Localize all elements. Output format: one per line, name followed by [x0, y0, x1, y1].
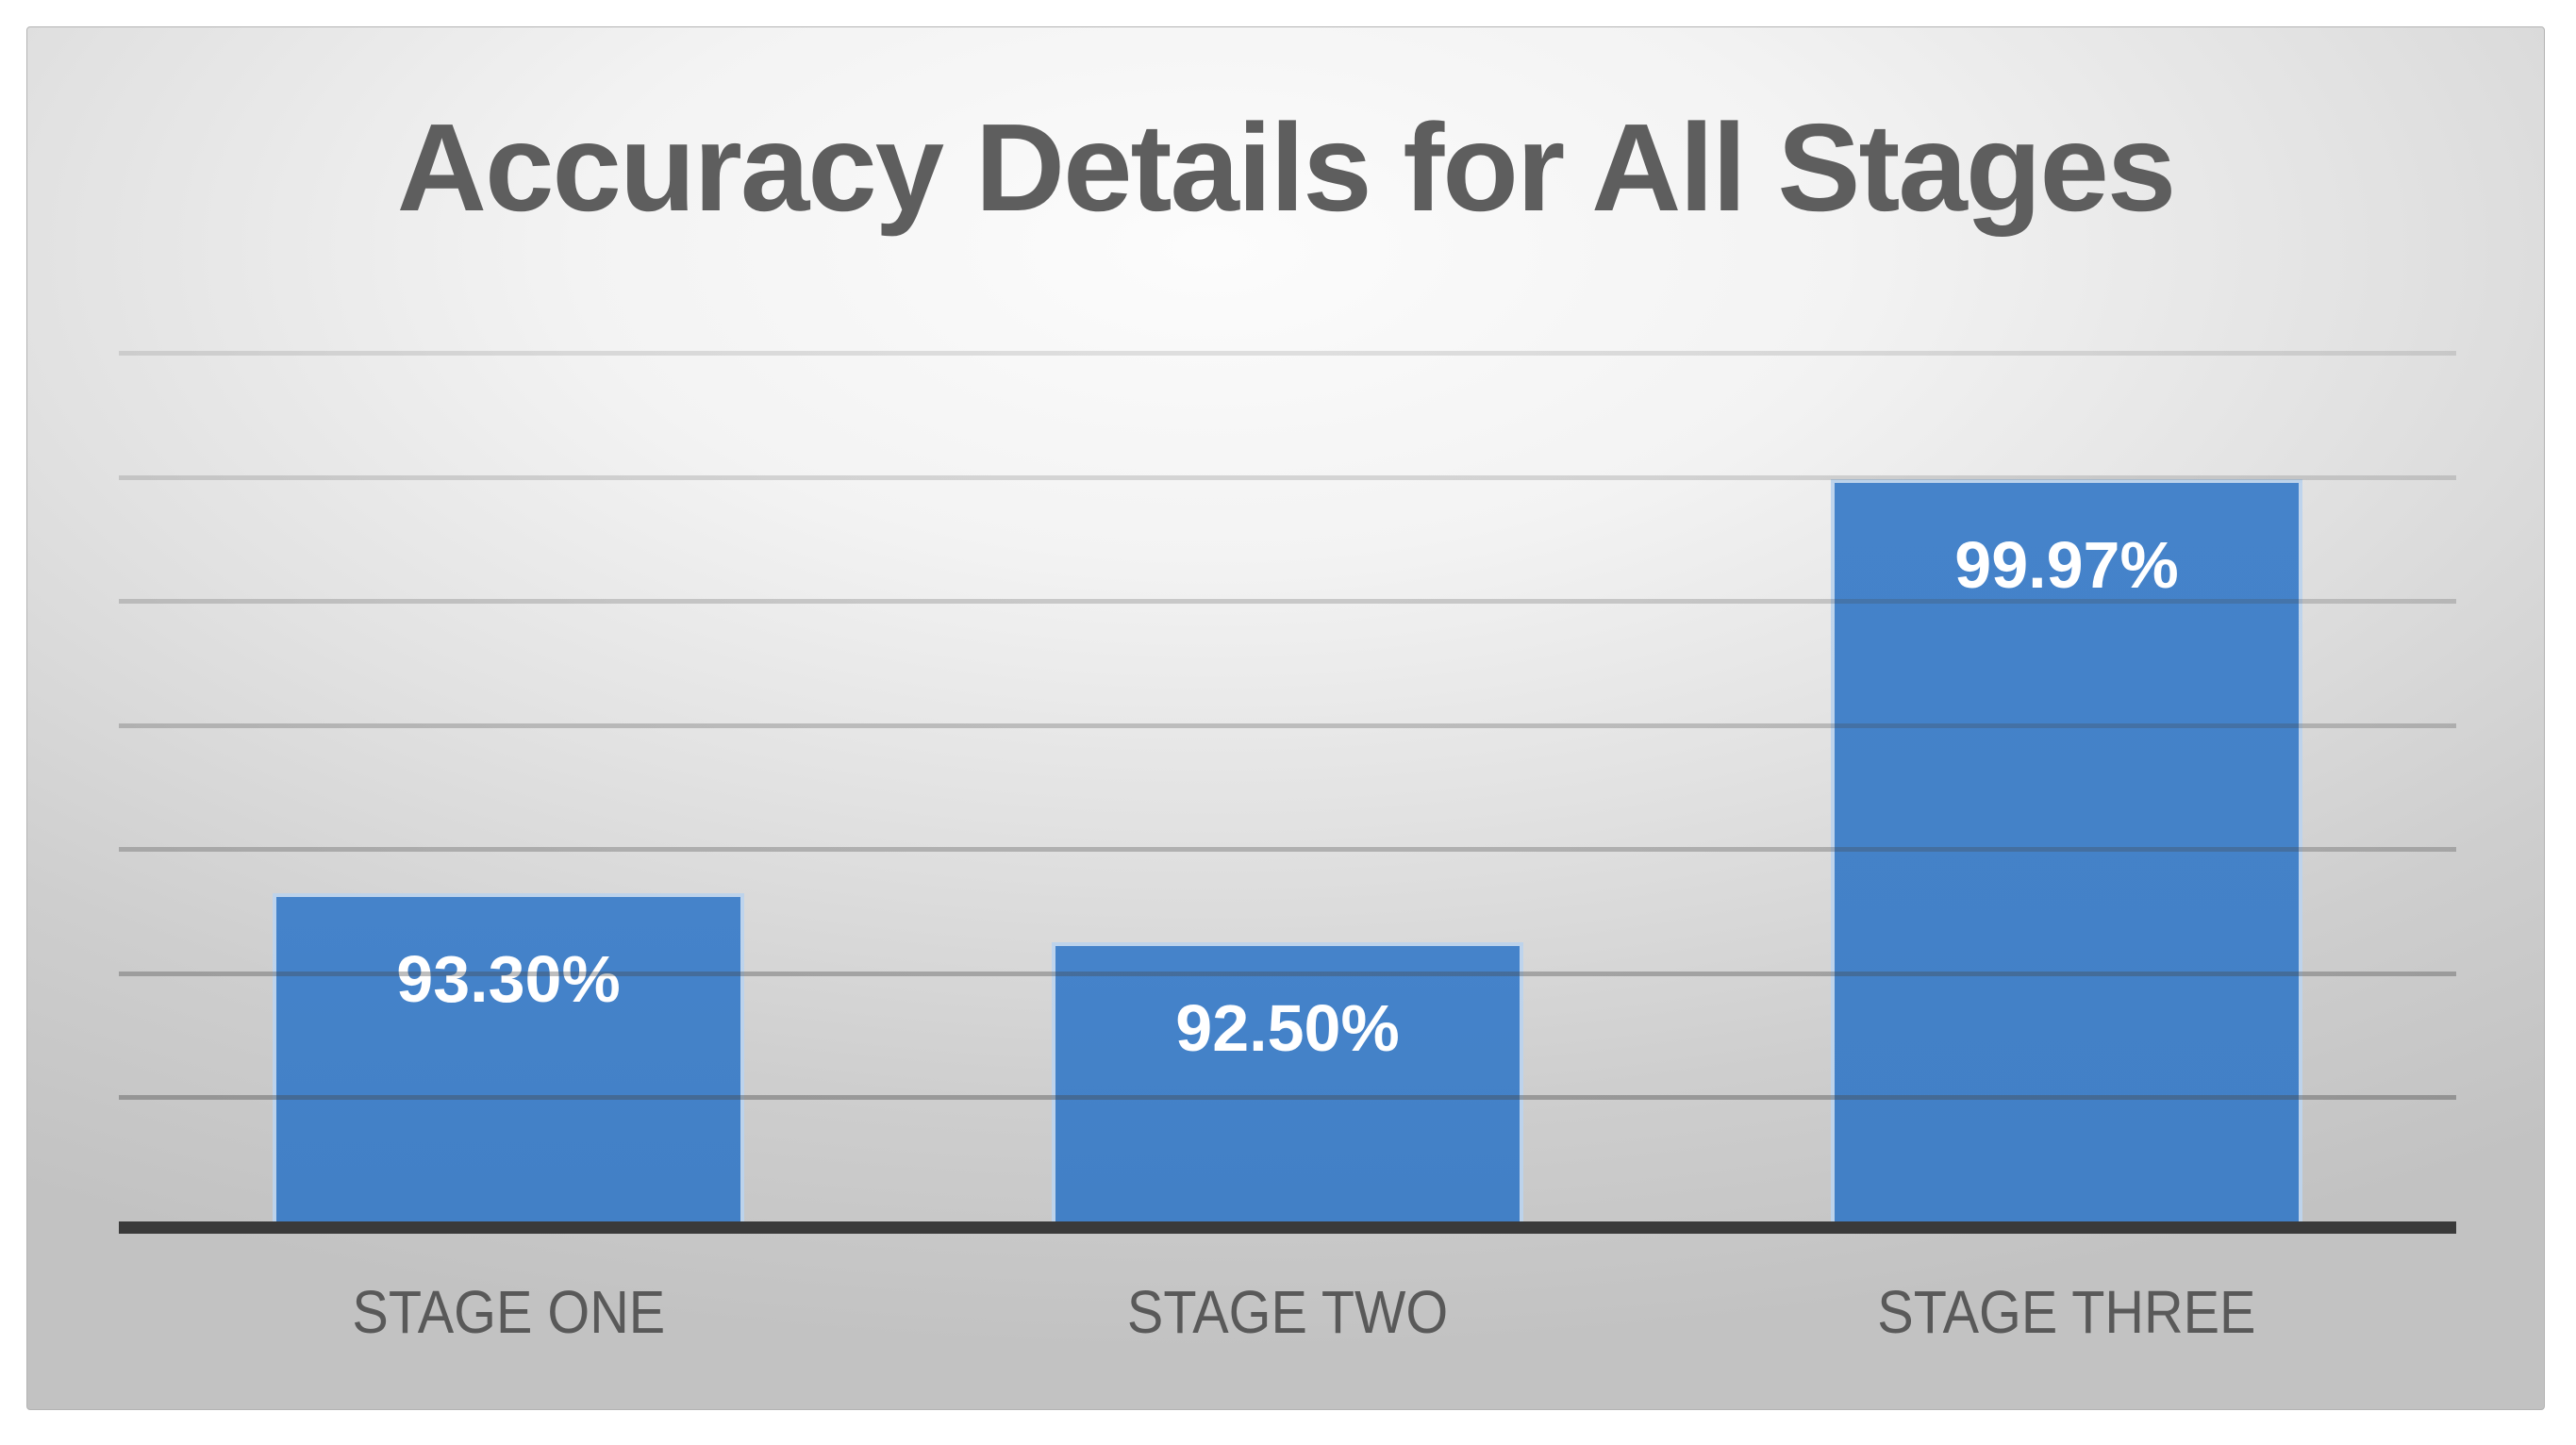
gridline: [119, 351, 2456, 356]
category-label-stage-three: STAGE THREE: [1877, 1278, 2256, 1346]
plot-area: 93.30% 92.50% 99.97%: [119, 27, 2456, 1234]
gridline: [119, 599, 2456, 604]
gridline: [119, 971, 2456, 976]
x-axis-line: [119, 1221, 2456, 1234]
gridline: [119, 847, 2456, 852]
gridline: [119, 474, 2456, 480]
category-label-stage-one: STAGE ONE: [352, 1278, 665, 1346]
bar-stage-three: 99.97%: [1831, 478, 2302, 1221]
gridline: [119, 722, 2456, 728]
bar-stage-two: 92.50%: [1052, 942, 1523, 1221]
bar-stage-one: 93.30%: [273, 892, 744, 1221]
bar-value-label-stage-one: 93.30%: [396, 941, 621, 1016]
bar-value-label-stage-two: 92.50%: [1175, 991, 1400, 1066]
bar-value-label-stage-three: 99.97%: [1954, 527, 2179, 602]
gridline: [119, 1095, 2456, 1100]
category-label-stage-two: STAGE TWO: [1126, 1278, 1449, 1346]
chart-slide: Accuracy Details for All Stages 93.30% 92…: [26, 26, 2545, 1410]
category-labels-row: STAGE ONE STAGE TWO STAGE THREE: [119, 1282, 2456, 1342]
chart-title: Accuracy Details for All Stages: [396, 98, 2177, 237]
